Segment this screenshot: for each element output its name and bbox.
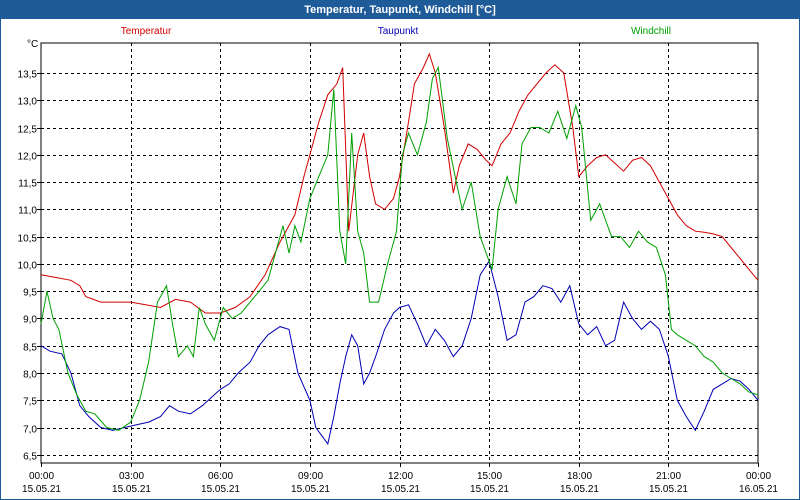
line-chart: 6,5 7,0 7,5 8,0 8,5 9,0 9,5 10,0 10,5 11,0 11,5 12,… xyxy=(18,26,779,495)
y-tick-label: 11,5 xyxy=(18,179,37,190)
x-tick-label-date: 15.05.21 xyxy=(201,484,240,495)
x-tick-label-time: 00:00 xyxy=(746,471,771,482)
y-tick-label: 12,0 xyxy=(18,152,38,163)
y-tick-label: 10,5 xyxy=(18,234,38,245)
plot-area xyxy=(40,42,759,464)
x-tick-label-time: 00:00 xyxy=(29,471,54,482)
x-tick-label-date: 15.05.21 xyxy=(291,484,330,495)
y-tick-label: 7,5 xyxy=(23,397,37,408)
y-tick-label: 8,0 xyxy=(23,370,37,381)
series-line-windchill xyxy=(40,65,759,431)
y-tick-label: 6,5 xyxy=(23,452,37,463)
y-tick-label: 9,0 xyxy=(23,315,37,326)
y-tick-label: 13,5 xyxy=(18,70,38,81)
y-tick-label: 12,5 xyxy=(18,125,38,136)
y-tick-label: 8,5 xyxy=(23,343,37,354)
y-tick-label: 7,0 xyxy=(23,425,37,436)
x-tick-label-time: 09:00 xyxy=(298,471,323,482)
x-tick-label-date: 15.05.21 xyxy=(112,484,151,495)
legend-windchill: Windchill xyxy=(631,26,671,37)
x-tick-label-time: 03:00 xyxy=(119,471,144,482)
window-title: Temperatur, Taupunkt, Windchill [°C] xyxy=(1,1,799,19)
x-tick-label-time: 21:00 xyxy=(656,471,681,482)
x-tick-label-date: 16.05.21 xyxy=(739,484,778,495)
x-tick-label-time: 18:00 xyxy=(567,471,592,482)
legend-taupunkt: Taupunkt xyxy=(378,26,419,37)
y-tick-label: 9,5 xyxy=(23,288,37,299)
y-tick-label: 11,0 xyxy=(18,206,37,217)
x-tick-label-date: 15.05.21 xyxy=(649,484,688,495)
y-tick-label: 10,0 xyxy=(18,261,38,272)
x-tick-label-date: 15.05.21 xyxy=(470,484,509,495)
x-tick-label-date: 15.05.21 xyxy=(560,484,599,495)
legend-temperatur: Temperatur xyxy=(121,26,172,37)
series-line-taupunkt xyxy=(40,259,759,446)
y-axis-label: °C xyxy=(27,39,38,50)
x-tick-label-time: 12:00 xyxy=(388,471,413,482)
y-tick-label: 13,0 xyxy=(18,97,38,108)
x-tick-label-time: 15:00 xyxy=(477,471,502,482)
x-tick-label-time: 06:00 xyxy=(208,471,233,482)
x-tick-label-date: 15.05.21 xyxy=(381,484,420,495)
x-tick-label-date: 15.05.21 xyxy=(22,484,61,495)
